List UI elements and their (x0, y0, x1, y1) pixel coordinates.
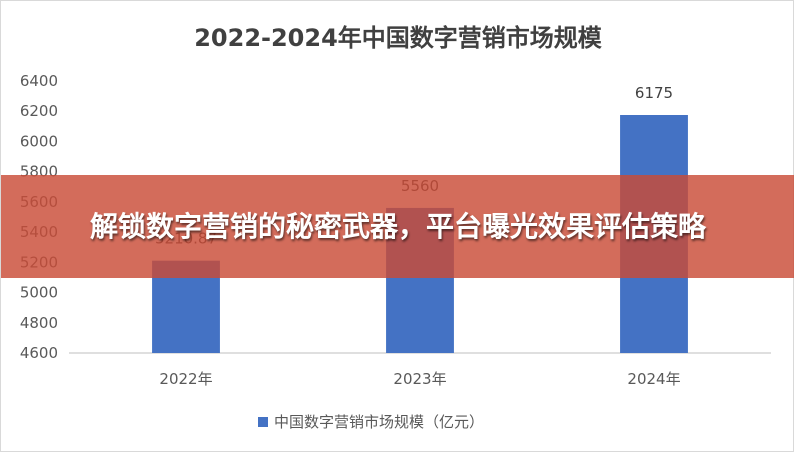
y-tick-label: 4600 (20, 344, 58, 362)
y-tick-label: 5000 (20, 284, 58, 302)
legend-swatch (258, 417, 268, 427)
x-tick-label: 2022年 (159, 370, 212, 388)
x-axis: 2022年 2023年 2024年 (159, 370, 680, 388)
data-label: 6175 (635, 84, 673, 102)
overlay-headline: 解锁数字营销的秘密武器，平台曝光效果评估策略 (89, 209, 706, 243)
x-tick-label: 2024年 (627, 370, 680, 388)
y-tick-label: 6400 (20, 72, 58, 90)
legend-label: 中国数字营销市场规模（亿元） (274, 413, 484, 431)
y-tick-label: 6000 (20, 132, 58, 150)
x-tick-label: 2023年 (393, 370, 446, 388)
overlay-banner: 解锁数字营销的秘密武器，平台曝光效果评估策略 (1, 175, 794, 278)
y-tick-label: 6200 (20, 102, 58, 120)
chart-title: 2022-2024年中国数字营销市场规模 (194, 24, 603, 52)
legend: 中国数字营销市场规模（亿元） (258, 413, 484, 431)
y-tick-label: 4800 (20, 314, 58, 332)
